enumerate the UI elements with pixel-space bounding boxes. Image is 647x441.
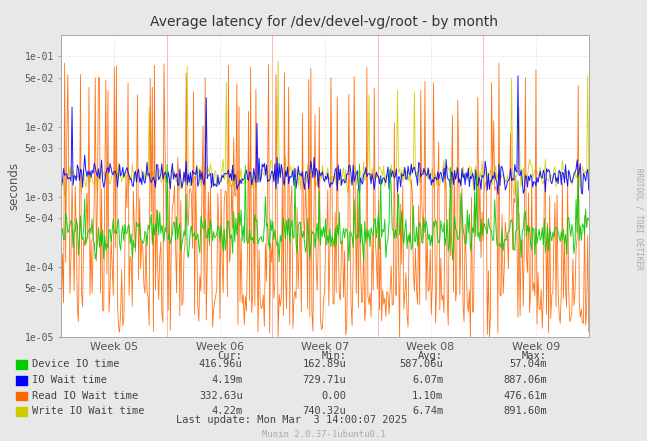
Text: Munin 2.0.37-1ubuntu0.1: Munin 2.0.37-1ubuntu0.1 (261, 430, 386, 439)
Text: RRDTOOL / TOBI OETIKER: RRDTOOL / TOBI OETIKER (635, 168, 644, 269)
Text: 6.07m: 6.07m (412, 375, 443, 385)
Text: Cur:: Cur: (217, 351, 243, 361)
Text: 891.60m: 891.60m (503, 407, 547, 416)
Text: 887.06m: 887.06m (503, 375, 547, 385)
Text: 729.71u: 729.71u (302, 375, 346, 385)
Text: IO Wait time: IO Wait time (32, 375, 107, 385)
Text: 587.06u: 587.06u (399, 359, 443, 369)
Text: 740.32u: 740.32u (302, 407, 346, 416)
Text: Min:: Min: (321, 351, 346, 361)
Text: Device IO time: Device IO time (32, 359, 119, 369)
Text: 4.22m: 4.22m (212, 407, 243, 416)
Text: Read IO Wait time: Read IO Wait time (32, 391, 138, 400)
Text: 4.19m: 4.19m (212, 375, 243, 385)
Text: 6.74m: 6.74m (412, 407, 443, 416)
Text: 1.10m: 1.10m (412, 391, 443, 400)
Text: Max:: Max: (521, 351, 547, 361)
Text: Last update: Mon Mar  3 14:00:07 2025: Last update: Mon Mar 3 14:00:07 2025 (177, 415, 408, 425)
Text: 416.96u: 416.96u (199, 359, 243, 369)
Text: Avg:: Avg: (418, 351, 443, 361)
Text: 162.89u: 162.89u (302, 359, 346, 369)
Y-axis label: seconds: seconds (7, 162, 20, 210)
Text: Write IO Wait time: Write IO Wait time (32, 407, 144, 416)
Text: Average latency for /dev/devel-vg/root - by month: Average latency for /dev/devel-vg/root -… (149, 15, 498, 30)
Text: 332.63u: 332.63u (199, 391, 243, 400)
Text: 476.61m: 476.61m (503, 391, 547, 400)
Text: 0.00: 0.00 (321, 391, 346, 400)
Text: 57.04m: 57.04m (509, 359, 547, 369)
